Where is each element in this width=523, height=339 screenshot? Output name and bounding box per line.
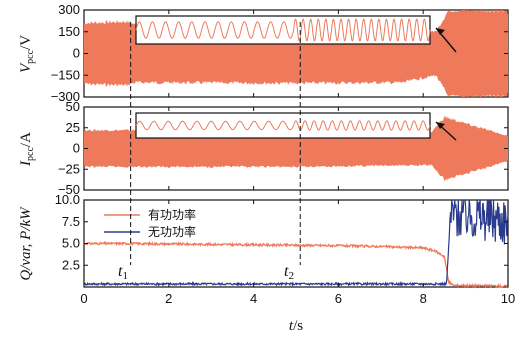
marker-t1-label: t1 [118, 263, 128, 282]
marker-t2-label: t2 [284, 263, 294, 282]
ytick-label: 25 [66, 120, 80, 135]
ytick-label: 150 [58, 24, 80, 39]
ylabel-voltage: Vpcc/V [18, 35, 36, 73]
ylabel-current: Ipcc/A [18, 132, 36, 167]
ytick-label: −150 [51, 67, 80, 82]
xtick-label: 2 [165, 291, 172, 306]
ytick-label: 5.0 [62, 236, 80, 251]
ytick-label: 0 [73, 46, 80, 61]
ytick-label: 0 [73, 141, 80, 156]
legend-label-reactive: 无功功率 [148, 224, 196, 239]
series-active-power [84, 243, 508, 288]
legend-label-active: 有功功率 [148, 207, 196, 222]
xtick-label: 0 [80, 291, 87, 306]
ytick-label: 2.5 [62, 257, 80, 272]
ytick-label: 10.0 [55, 192, 80, 207]
ytick-label: −25 [58, 161, 80, 176]
xlabel: t/s [289, 318, 303, 334]
ytick-label: 300 [58, 2, 80, 17]
xtick-label: 4 [250, 291, 257, 306]
current-inset-box [136, 113, 430, 138]
legend: 有功功率 无功功率 [104, 207, 196, 239]
ylabel-power: Q/var, P/kW [18, 206, 34, 281]
ytick-label: 7.5 [62, 214, 80, 229]
xtick-label: 8 [420, 291, 427, 306]
xtick-label: 10 [501, 291, 515, 306]
ytick-label: 50 [66, 99, 80, 114]
xtick-label: 6 [335, 291, 342, 306]
